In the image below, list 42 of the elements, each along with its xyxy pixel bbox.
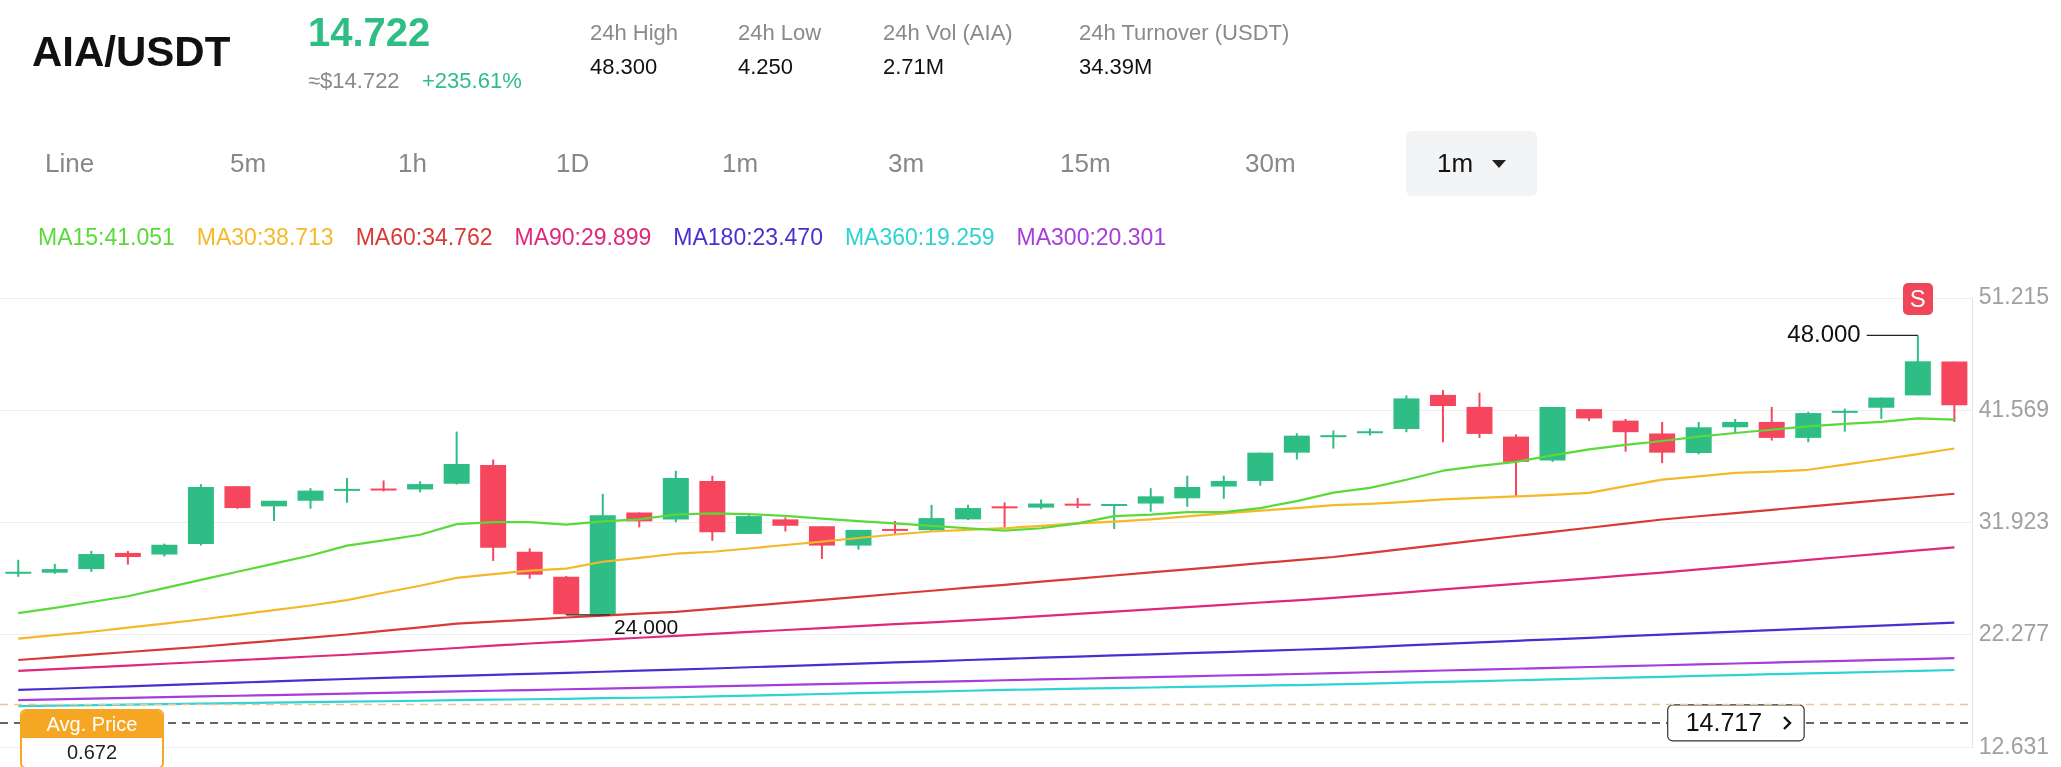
- text: 1D: [556, 148, 590, 179]
- text: 4.250: [738, 54, 794, 80]
- text: 30m: [1245, 148, 1296, 179]
- candlestick: [334, 478, 361, 503]
- sell-badge: S: [1902, 283, 1933, 316]
- text: MA300:20.301: [1016, 224, 1167, 251]
- text: MA30:38.713: [196, 224, 334, 251]
- text: MA15:41.051: [38, 224, 175, 251]
- text: 1m: [722, 148, 759, 179]
- text: Line: [45, 148, 95, 179]
- text: 2.71M: [883, 54, 945, 80]
- ref-line-label: 14.717: [1685, 707, 1763, 736]
- text: 1m: [1437, 148, 1474, 179]
- candlestick: [991, 502, 1018, 528]
- annotation: 0.672: [65, 740, 119, 765]
- chart-title: AIA/USDT: [32, 28, 231, 76]
- text: 15m: [1060, 148, 1111, 179]
- annotation: Avg. Price: [22, 711, 162, 738]
- text: 34.39M: [1079, 54, 1153, 80]
- text: MA360:19.259: [844, 224, 995, 251]
- y-tick-label: 12.631: [1978, 732, 2050, 759]
- text: 24h High: [590, 20, 679, 46]
- candlestick: [1320, 430, 1347, 449]
- y-tick-label: 31.923: [1978, 507, 2050, 534]
- y-tick-label: 41.569: [1978, 395, 2050, 422]
- text: MA90:29.899: [514, 224, 652, 251]
- annotation: 48.000: [1787, 320, 1861, 348]
- annotation: 24.000: [614, 614, 679, 638]
- text: 48.300: [590, 54, 658, 80]
- y-tick-label: 22.277: [1978, 620, 2050, 647]
- text: 3m: [888, 148, 925, 179]
- text: 24h Low: [738, 20, 822, 46]
- text: 5m: [230, 148, 267, 179]
- text: +235.61%: [422, 68, 522, 94]
- y-tick-label: 51.215: [1978, 283, 2050, 310]
- text: ≈$14.722: [308, 68, 400, 94]
- text: MA180:23.470: [673, 224, 823, 251]
- text: 24h Vol (AIA): [883, 20, 1013, 46]
- text: MA60:34.762: [355, 224, 493, 251]
- text: 24h Turnover (USDT): [1079, 20, 1290, 46]
- text: 1h: [398, 148, 427, 179]
- chart-subtitle: 14.722: [308, 10, 431, 55]
